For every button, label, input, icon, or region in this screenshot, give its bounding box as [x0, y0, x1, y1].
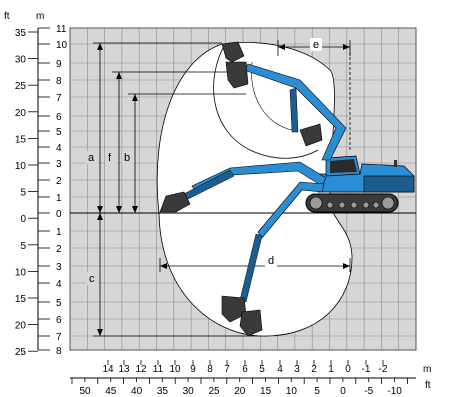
left-axis-m-label: 11	[56, 24, 67, 35]
left-axis-ft-label: 15	[15, 294, 27, 305]
bottom-axis-m-label: 6	[242, 364, 248, 375]
bottom-axis-m-label: 12	[135, 364, 147, 375]
bucket-raised	[225, 61, 249, 89]
bottom-axis-ft-label: 50	[79, 386, 91, 397]
left-axis-m-label: 2	[56, 244, 62, 255]
bottom-axis-feet-ticks: 50 45 40 35 30 25 20 15 10 5 0 -5 -10	[71, 378, 408, 397]
bottom-axis-ft-label: 5	[314, 386, 320, 397]
left-axis-m-label: 4	[56, 279, 62, 290]
bottom-axis-m-label: 8	[207, 364, 213, 375]
bottom-axis-unit-ft: ft	[425, 380, 431, 391]
dimension-label-e: e	[313, 39, 319, 51]
dimension-label-f: f	[108, 152, 112, 164]
bucket-bottom	[239, 309, 263, 337]
left-axis-m-label: 5	[56, 127, 62, 138]
left-axis-feet-ticks: 35 30 25 20 15 10 5 0 5 10 15 20 25	[15, 28, 38, 358]
bottom-axis-m-label: 7	[224, 364, 230, 375]
dimension-lines	[93, 40, 351, 337]
left-axis-m-label: 7	[56, 93, 62, 104]
dimension-label-d: d	[268, 255, 274, 267]
bottom-axis-m-label: 10	[169, 364, 181, 375]
left-axis-ft-label: 20	[15, 108, 27, 119]
cab-window	[330, 159, 357, 173]
left-axis-ft-label: 35	[15, 28, 27, 39]
left-axis-m-label: 0	[56, 209, 62, 220]
bottom-axis-ft-label: 40	[131, 386, 143, 397]
arm-lowered	[239, 233, 263, 303]
left-axis-m-label: 1	[56, 227, 62, 238]
bottom-axis-ft-label: -10	[387, 386, 402, 397]
bucket-top	[221, 41, 245, 63]
bottom-axis-m-label: 0	[345, 364, 351, 375]
left-axis-m-label: 5	[56, 298, 62, 309]
bottom-axis-ft-label: 30	[183, 386, 195, 397]
bottom-axis-ft-label: 25	[208, 386, 220, 397]
bottom-axis-m-label: 13	[118, 364, 130, 375]
track-rollers	[309, 196, 395, 210]
left-axis-ft-label: 5	[20, 241, 26, 252]
bottom-axis-ft-label: 20	[234, 386, 246, 397]
left-axis-m-label: 6	[56, 112, 62, 123]
left-axis-ft-label: 30	[15, 55, 27, 66]
left-axis-ft-label: 5	[20, 188, 26, 199]
left-axis-ft-label: 10	[15, 267, 27, 278]
bottom-axis-m-label: 11	[153, 364, 164, 375]
minimum-reach-arc	[213, 43, 319, 159]
bottom-axis-ft-label: -5	[364, 386, 373, 397]
bottom-axis-m-label: 1	[328, 364, 334, 375]
bottom-axis-ft-label: 10	[286, 386, 298, 397]
bottom-axis-m-label: 14	[102, 364, 114, 375]
bottom-axis-m-label: 9	[190, 364, 196, 375]
left-axis-m-label: 3	[56, 262, 62, 273]
bottom-axis-ft-label: 35	[157, 386, 169, 397]
bottom-axis-m-label: -1	[362, 364, 371, 375]
left-axis-ft-label: 25	[15, 347, 27, 358]
bottom-axis-unit-m: m	[423, 364, 431, 375]
left-axis-ft-label: 15	[15, 134, 27, 145]
left-axis-m-label: 8	[56, 76, 62, 87]
dimension-label-a: a	[88, 152, 95, 164]
working-range-envelope	[156, 42, 353, 337]
left-axis-m-label: 2	[56, 176, 62, 187]
dimension-label-c: c	[89, 273, 95, 285]
left-axis-ft-label: 20	[15, 321, 27, 332]
bottom-axis-m-label: 2	[311, 364, 317, 375]
exhaust-stack	[394, 160, 397, 167]
left-axis-m-label: 1	[56, 193, 62, 204]
dimension-arrows	[97, 43, 350, 336]
left-axis-m-label: 9	[56, 59, 62, 70]
left-axis-m-label: 8	[56, 346, 62, 357]
bottom-axis-m-label: -2	[379, 364, 388, 375]
left-axis-ft-label: 0	[20, 214, 26, 225]
arm-raised	[289, 87, 299, 133]
left-axis-m-label: 7	[56, 332, 62, 343]
left-axis-m-label: 6	[56, 315, 62, 326]
boom-swing-arc	[251, 61, 293, 131]
bottom-axis-meter-ticks: 14 13 12 11 10 9 8 7 6 5 4 3 2 1 0 -1 -2	[102, 360, 388, 375]
bottom-axis-ft-label: 0	[340, 386, 346, 397]
bottom-axis-m-label: 3	[294, 364, 300, 375]
bottom-axis-m-label: 5	[259, 364, 265, 375]
left-axis-m-label: 3	[56, 159, 62, 170]
left-axis-ft-label: 10	[15, 161, 27, 172]
excavator	[159, 41, 415, 337]
bucket-middle	[159, 191, 191, 213]
left-axis-m-label: 4	[56, 143, 62, 154]
bucket-curled	[299, 123, 323, 147]
dimension-label-b: b	[124, 152, 130, 164]
left-axis-m-label: 10	[56, 40, 68, 51]
counterweight	[363, 175, 415, 193]
bucket-lowered	[221, 295, 247, 323]
left-axis-unit-m: m	[36, 11, 44, 22]
bottom-axis-ft-label: 15	[260, 386, 272, 397]
boom-lowered	[257, 181, 325, 239]
left-axis-ft-label: 25	[15, 81, 27, 92]
bottom-axis-ft-label: 45	[105, 386, 117, 397]
bottom-axis-m-label: 4	[277, 364, 283, 375]
left-axis-unit-ft: ft	[4, 11, 10, 22]
